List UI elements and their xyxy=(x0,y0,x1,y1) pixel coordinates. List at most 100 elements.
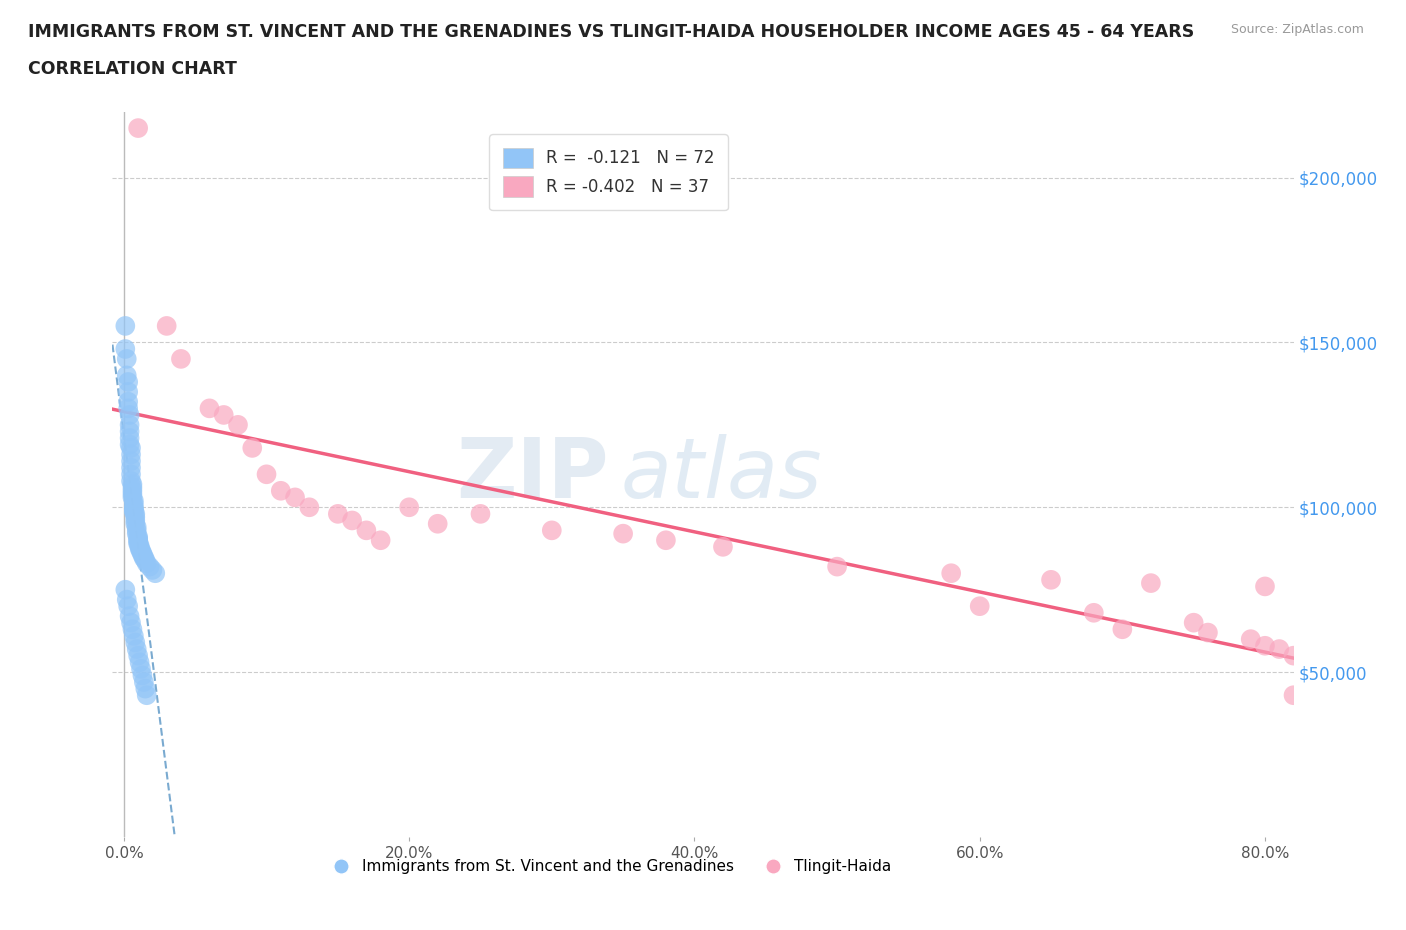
Text: atlas: atlas xyxy=(620,433,823,515)
Point xyxy=(114,341,136,356)
Point xyxy=(124,635,146,650)
Point xyxy=(969,599,991,614)
Point xyxy=(1182,616,1205,631)
Point xyxy=(1083,605,1105,620)
Point xyxy=(115,352,138,366)
Point xyxy=(115,368,138,383)
Point xyxy=(120,460,142,475)
Point xyxy=(326,507,349,522)
Point xyxy=(122,497,145,512)
Point xyxy=(711,539,734,554)
Point xyxy=(121,480,143,495)
Point xyxy=(138,559,160,574)
Point xyxy=(120,441,142,456)
Point xyxy=(1240,631,1263,646)
Point xyxy=(120,473,142,488)
Point xyxy=(198,401,221,416)
Text: Source: ZipAtlas.com: Source: ZipAtlas.com xyxy=(1230,23,1364,36)
Point xyxy=(121,622,143,637)
Point xyxy=(117,375,139,390)
Point xyxy=(127,529,149,544)
Point xyxy=(1282,648,1305,663)
Point xyxy=(129,544,152,559)
Point xyxy=(1140,576,1163,591)
Point xyxy=(117,401,139,416)
Point xyxy=(121,484,143,498)
Point xyxy=(256,467,278,482)
Point xyxy=(270,484,292,498)
Point xyxy=(120,454,142,469)
Point xyxy=(118,418,141,432)
Point xyxy=(825,559,848,574)
Point xyxy=(122,499,145,514)
Point xyxy=(370,533,392,548)
Point xyxy=(212,407,235,422)
Point xyxy=(125,520,148,535)
Point xyxy=(941,565,963,580)
Point xyxy=(128,539,150,554)
Point xyxy=(135,556,157,571)
Point xyxy=(132,674,155,689)
Point xyxy=(118,437,141,452)
Point xyxy=(120,447,142,462)
Point xyxy=(128,655,150,670)
Point xyxy=(141,563,163,578)
Point xyxy=(124,507,146,522)
Point xyxy=(125,642,148,657)
Point xyxy=(122,493,145,508)
Point xyxy=(398,499,420,514)
Point xyxy=(114,582,136,597)
Point xyxy=(127,531,149,546)
Point xyxy=(134,681,156,696)
Point xyxy=(1268,642,1291,657)
Point xyxy=(156,318,179,333)
Point xyxy=(117,599,139,614)
Point xyxy=(118,407,141,422)
Point xyxy=(131,548,153,563)
Point xyxy=(120,616,142,631)
Point xyxy=(120,467,142,482)
Point xyxy=(118,608,141,623)
Point xyxy=(127,533,149,548)
Point xyxy=(122,501,145,516)
Point xyxy=(124,516,146,531)
Point xyxy=(132,551,155,565)
Point xyxy=(540,523,562,538)
Point xyxy=(298,499,321,514)
Point xyxy=(128,541,150,556)
Point xyxy=(115,592,138,607)
Point xyxy=(118,424,141,439)
Point xyxy=(127,121,149,136)
Point xyxy=(1197,625,1219,640)
Text: ZIP: ZIP xyxy=(456,433,609,515)
Point xyxy=(132,550,155,565)
Point xyxy=(121,490,143,505)
Point xyxy=(143,565,166,580)
Point xyxy=(124,510,146,525)
Point xyxy=(121,477,143,492)
Point xyxy=(240,441,263,456)
Point xyxy=(470,507,492,522)
Point xyxy=(131,668,153,683)
Point xyxy=(284,490,307,505)
Text: CORRELATION CHART: CORRELATION CHART xyxy=(28,60,238,78)
Text: IMMIGRANTS FROM ST. VINCENT AND THE GRENADINES VS TLINGIT-HAIDA HOUSEHOLDER INCO: IMMIGRANTS FROM ST. VINCENT AND THE GREN… xyxy=(28,23,1194,41)
Point xyxy=(122,629,145,644)
Point xyxy=(131,546,153,561)
Legend: Immigrants from St. Vincent and the Grenadines, Tlingit-Haida: Immigrants from St. Vincent and the Gren… xyxy=(319,853,897,880)
Point xyxy=(125,526,148,541)
Point xyxy=(1254,579,1277,594)
Point xyxy=(134,552,156,567)
Point xyxy=(226,418,249,432)
Point xyxy=(426,516,449,531)
Point xyxy=(122,503,145,518)
Point xyxy=(129,543,152,558)
Point xyxy=(117,394,139,409)
Point xyxy=(1254,638,1277,653)
Point xyxy=(1111,622,1133,637)
Point xyxy=(122,505,145,520)
Point xyxy=(340,513,363,528)
Point xyxy=(1282,688,1305,703)
Point xyxy=(125,523,148,538)
Point xyxy=(129,661,152,676)
